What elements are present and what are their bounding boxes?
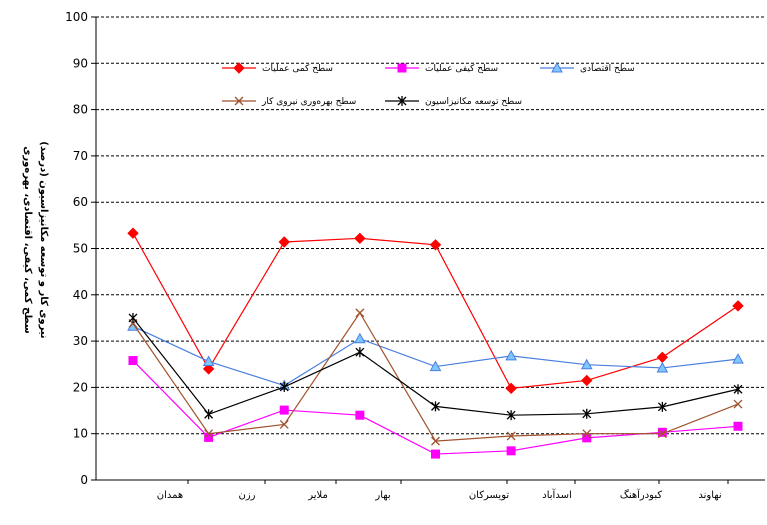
data-point <box>581 374 593 387</box>
data-point <box>278 236 290 248</box>
data-point <box>279 405 289 415</box>
data-point <box>580 358 593 370</box>
y-tick-label-10: 10 <box>73 427 88 441</box>
y-tick-label-70: 70 <box>73 149 88 163</box>
data-point <box>355 308 365 318</box>
data-point <box>279 381 289 392</box>
data-point <box>431 436 440 446</box>
x-category-label: ملایر <box>307 490 328 501</box>
data-point <box>733 399 743 409</box>
series-layer <box>127 227 744 459</box>
marker-stroke <box>657 429 667 439</box>
legend-item-3: سطح بهره‌وری نیروی كار <box>222 96 356 107</box>
x-category-label: اسدآباد <box>542 488 571 501</box>
data-point <box>431 401 440 412</box>
data-point <box>127 227 139 239</box>
legend: سطح كمی عملیات سطح كیفی عملیات سطح اقتصادی… <box>222 61 635 107</box>
data-point <box>204 429 214 439</box>
data-point <box>354 232 366 245</box>
data-point <box>202 363 215 375</box>
legend-swatch-marker <box>551 61 563 73</box>
y-tick-label-30: 30 <box>73 334 88 348</box>
legend-swatch-marker <box>397 96 407 106</box>
data-point <box>732 353 744 364</box>
data-point <box>657 401 667 412</box>
marker-stroke <box>279 419 289 429</box>
legend-swatch-marker <box>234 96 244 106</box>
legend-label: سطح كیفی عملیات <box>425 64 498 74</box>
marker-stroke <box>355 308 365 318</box>
marker-stroke <box>506 431 516 441</box>
y-axis-label: سطح كمی، كیفی، اقتصادی، بهره‌وری نیروی ك… <box>22 141 49 338</box>
y-tick-label-90: 90 <box>73 56 88 70</box>
legend-label: سطح بهره‌وری نیروی كار <box>261 97 356 107</box>
series-4 <box>128 312 743 421</box>
y-tick-label-100: 100 <box>65 10 88 24</box>
data-point <box>732 300 744 312</box>
legend-item-1: سطح كیفی عملیات <box>385 63 498 74</box>
axes: 0 10 20 30 40 50 60 70 80 90 100 همدان رزن ملایر بهار ت… <box>65 10 765 501</box>
data-point <box>733 421 743 431</box>
x-category-label: بهار <box>374 490 390 501</box>
legend-label: سطح كمی عملیات <box>262 64 333 74</box>
y-axis-label-line-2: نیروی كار و توسعه مكانیزاسیون (درصد) <box>38 141 49 338</box>
series-2 <box>127 320 744 391</box>
data-point <box>355 410 365 420</box>
y-tick-label-60: 60 <box>73 195 88 209</box>
legend-item-0: سطح كمی عملیات <box>222 62 333 74</box>
marker-stroke <box>431 436 440 446</box>
y-tick-label-80: 80 <box>73 103 88 117</box>
x-category-label: نهاوند <box>698 490 721 501</box>
data-point <box>354 332 366 344</box>
data-point <box>128 356 138 366</box>
marker-stroke <box>234 96 244 106</box>
data-point <box>657 429 667 439</box>
legend-item-2: سطح اقتصادی <box>540 61 635 74</box>
grid-lines <box>96 16 765 435</box>
marker-stroke <box>733 399 743 409</box>
data-point <box>656 361 669 373</box>
legend-swatch-marker <box>233 62 245 74</box>
x-category-label: همدان <box>157 490 183 501</box>
data-point <box>582 433 592 443</box>
data-point <box>202 355 215 366</box>
data-point <box>582 429 592 439</box>
marker-stroke <box>582 429 592 439</box>
data-point <box>506 431 516 441</box>
data-point <box>505 382 517 395</box>
data-point <box>204 409 214 420</box>
y-tick-label-40: 40 <box>73 288 88 302</box>
data-point <box>429 360 442 372</box>
y-axis-label-line-1: سطح كمی، كیفی، اقتصادی، بهره‌وری <box>22 146 33 334</box>
data-point <box>128 312 138 323</box>
y-tick-label-50: 50 <box>73 242 88 256</box>
y-tick-label-20: 20 <box>73 380 88 394</box>
data-point <box>582 408 592 419</box>
legend-item-4: سطح توسعه مكانیزاسیون <box>385 96 522 107</box>
x-category-label: رزن <box>238 490 255 501</box>
data-point <box>279 419 289 429</box>
data-point <box>355 347 365 358</box>
data-point <box>506 446 516 456</box>
data-point <box>429 239 442 251</box>
legend-label: سطح اقتصادی <box>580 64 635 74</box>
data-point <box>506 410 516 421</box>
y-tick-label-0: 0 <box>80 473 88 487</box>
data-point <box>431 449 440 459</box>
data-point <box>505 349 517 361</box>
legend-label: سطح توسعه مكانیزاسیون <box>425 97 522 107</box>
marker-stroke <box>204 429 214 439</box>
x-category-label: تویسركان <box>469 490 510 501</box>
data-point <box>733 384 743 395</box>
series-3 <box>128 308 743 446</box>
legend-swatch-marker <box>397 63 407 73</box>
x-category-label: كبودرآهنگ <box>620 488 662 501</box>
series-0 <box>127 227 744 395</box>
